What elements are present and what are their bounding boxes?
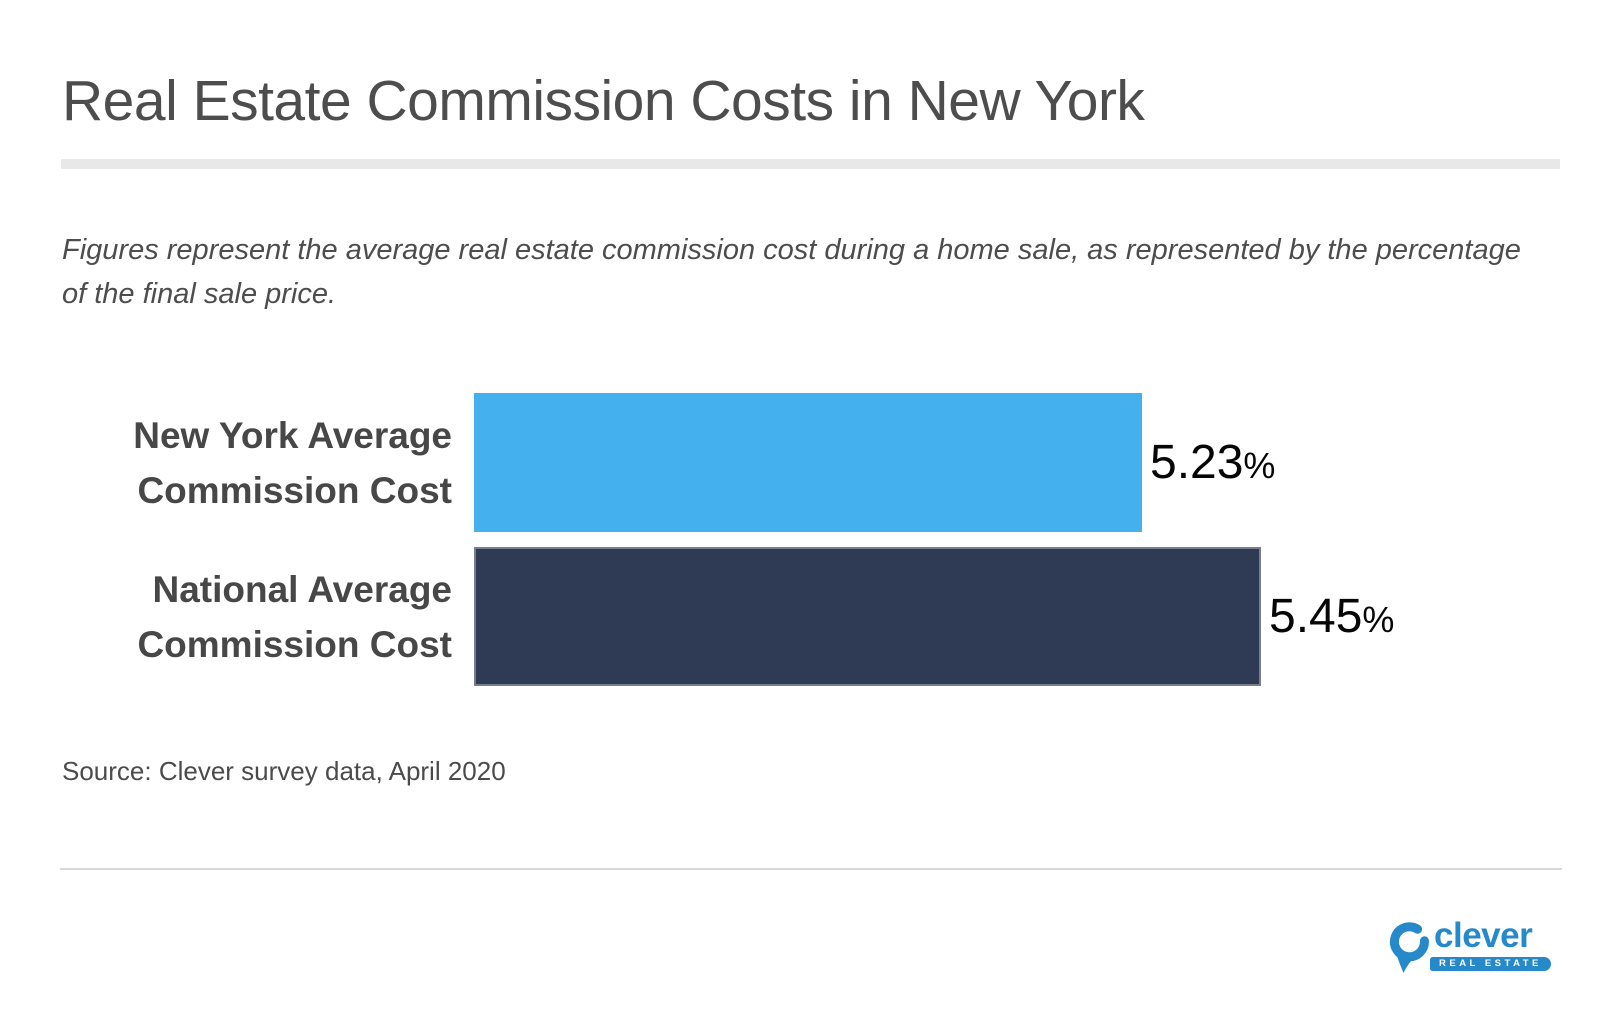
bar-label-national: National Average Commission Cost: [60, 562, 474, 672]
bar-label-national-line-1: National Average: [152, 568, 452, 610]
bar-label-national-line-2: Commission Cost: [137, 623, 452, 665]
page-title: Real Estate Commission Costs in New York: [62, 69, 1145, 133]
bar-value-newyork: 5.23%: [1150, 435, 1275, 490]
bar-value-national: 5.45%: [1269, 589, 1394, 644]
bar-chart: New York Average Commission Cost 5.23% N…: [60, 393, 1394, 686]
bar-value-national-percent-sign: %: [1362, 599, 1395, 640]
chart-subtitle: Figures represent the average real estat…: [62, 228, 1562, 316]
clever-pin-icon: [1389, 922, 1429, 973]
source-note: Source: Clever survey data, April 2020: [62, 756, 506, 786]
bar-value-newyork-percent-sign: %: [1243, 445, 1276, 486]
subtitle-line-1: Figures represent the average real estat…: [62, 234, 1521, 266]
bar-label-newyork-line-1: New York Average: [133, 414, 452, 456]
logo-wordmark: clever: [1434, 916, 1533, 955]
title-divider: [61, 159, 1560, 169]
chart-row-national: National Average Commission Cost 5.45%: [60, 547, 1394, 686]
clever-logo: clever REAL ESTATE: [1388, 916, 1551, 976]
bar-value-newyork-number: 5.23: [1150, 436, 1244, 489]
bar-label-newyork: New York Average Commission Cost: [60, 408, 474, 518]
subtitle-line-2: of the final sale price.: [62, 278, 337, 310]
bar-value-national-number: 5.45: [1269, 590, 1363, 643]
chart-row-newyork: New York Average Commission Cost 5.23%: [60, 393, 1394, 532]
bar-label-newyork-line-2: Commission Cost: [137, 469, 452, 511]
footer-divider: [60, 868, 1562, 870]
bar-newyork: [474, 393, 1142, 532]
logo-tagline: REAL ESTATE: [1430, 957, 1551, 971]
bar-national: [474, 547, 1261, 686]
